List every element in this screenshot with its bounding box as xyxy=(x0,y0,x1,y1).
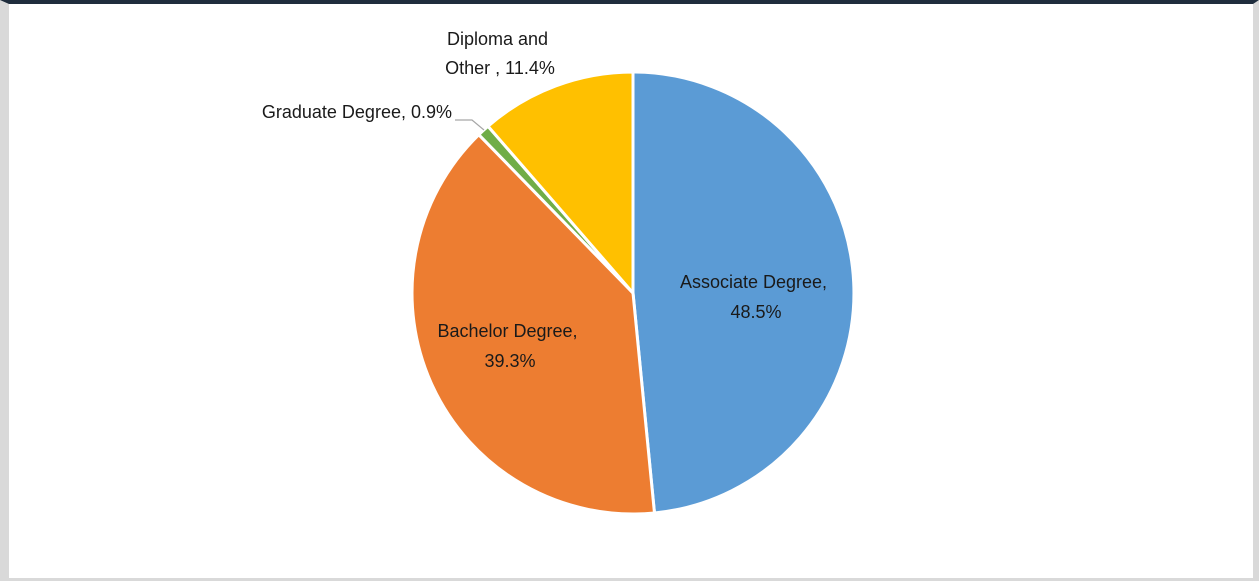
pie-slice-diploma-and-other xyxy=(486,70,635,295)
label-diploma-and-other-line1: Diploma and xyxy=(447,29,548,49)
label-associate-degree-line2: 48.5% xyxy=(730,302,781,322)
leader-line-graduate-degree xyxy=(455,119,485,131)
label-bachelor-degree-line2: 39.3% xyxy=(484,351,535,371)
label-graduate-degree: Graduate Degree, 0.9% xyxy=(262,102,452,122)
pie-slice-bachelor-degree xyxy=(410,133,656,516)
label-diploma-and-other-line2: Other , 11.4% xyxy=(445,58,555,78)
label-associate-degree-line1: Associate Degree, xyxy=(680,272,827,292)
label-bachelor-degree-line1: Bachelor Degree, xyxy=(437,321,577,341)
pie-slice-associate-degree xyxy=(631,70,856,515)
label-associate-degree: Associate Degree, 48.5% xyxy=(680,272,832,322)
pie-slices xyxy=(410,70,856,516)
data-labels: Associate Degree, 48.5% Bachelor Degree,… xyxy=(262,29,832,371)
label-bachelor-degree: Bachelor Degree, 39.3% xyxy=(437,321,582,371)
label-diploma-and-other: Diploma and Other , 11.4% xyxy=(445,29,555,78)
